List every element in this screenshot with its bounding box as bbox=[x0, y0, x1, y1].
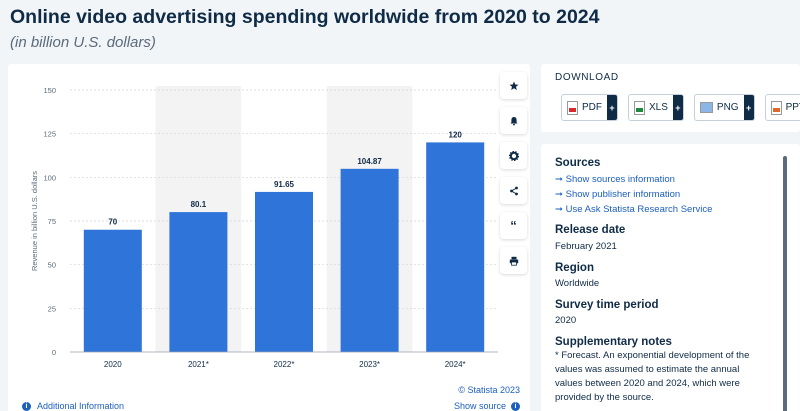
ask-statista-link[interactable]: ➞ Use Ask Statista Research Service bbox=[555, 204, 713, 215]
show-sources-link[interactable]: ➞ Show sources information bbox=[555, 174, 675, 185]
x-tick-label: 2020 bbox=[104, 360, 122, 369]
release-date-value: February 2021 bbox=[555, 241, 617, 252]
data-label: 70 bbox=[108, 218, 117, 227]
data-label: 80.1 bbox=[191, 200, 207, 209]
info-icon: i bbox=[22, 401, 31, 411]
x-tick-label: 2023* bbox=[359, 360, 380, 369]
y-tick-label: 0 bbox=[52, 348, 56, 357]
ask-statista-label[interactable]: Use Ask Statista Research Service bbox=[565, 204, 713, 215]
y-tick-label: 50 bbox=[48, 261, 56, 270]
quote-icon: “ bbox=[510, 217, 517, 233]
notes-heading: Supplementary notes bbox=[555, 336, 672, 348]
download-ppt-label: PPT bbox=[785, 102, 800, 113]
print-button[interactable] bbox=[500, 247, 527, 274]
chart-toolbar: “ bbox=[500, 72, 527, 282]
gear-icon bbox=[508, 150, 519, 161]
x-tick-label: 2022* bbox=[274, 360, 295, 369]
notes-text: * Forecast. An exponential development o… bbox=[555, 350, 750, 403]
y-tick-label: 150 bbox=[43, 86, 56, 95]
plus-icon: + bbox=[607, 95, 617, 120]
y-tick-label: 125 bbox=[43, 130, 56, 139]
x-tick-label: 2024* bbox=[445, 360, 466, 369]
show-source-link[interactable]: Show source i bbox=[454, 401, 520, 411]
cite-button[interactable]: “ bbox=[500, 212, 527, 239]
bar bbox=[426, 142, 485, 352]
download-pdf-label: PDF bbox=[582, 102, 602, 113]
bell-icon bbox=[510, 116, 517, 125]
notification-button[interactable] bbox=[500, 107, 527, 134]
download-png-label: PNG bbox=[716, 102, 739, 113]
show-source-label[interactable]: Show source bbox=[453, 401, 506, 411]
download-xls-button[interactable]: XLS + bbox=[628, 94, 684, 121]
additional-information-link[interactable]: i Additional Information bbox=[22, 401, 124, 411]
pdf-file-icon bbox=[567, 100, 578, 115]
data-label: 104.87 bbox=[357, 157, 382, 166]
download-png-button[interactable]: PNG + bbox=[693, 94, 755, 121]
download-xls-label: XLS bbox=[649, 102, 668, 113]
bar bbox=[169, 212, 228, 352]
xls-file-icon bbox=[634, 100, 645, 115]
bar bbox=[83, 229, 142, 352]
settings-button[interactable] bbox=[500, 142, 527, 169]
survey-period-heading: Survey time period bbox=[555, 299, 659, 311]
download-pdf-button[interactable]: PDF + bbox=[561, 94, 618, 121]
plus-icon: + bbox=[672, 95, 683, 120]
png-file-icon bbox=[699, 102, 713, 113]
print-icon bbox=[509, 256, 518, 266]
y-axis-label: Revenue in billion U.S. dollars bbox=[30, 171, 39, 271]
sources-heading: Sources bbox=[555, 157, 601, 169]
info-icon: i bbox=[511, 401, 520, 411]
y-tick-label: 25 bbox=[48, 304, 56, 313]
download-buttons: PDF + XLS + PNG + PPT + bbox=[561, 94, 800, 121]
additional-information-label[interactable]: Additional Information bbox=[37, 401, 125, 411]
plus-icon: + bbox=[743, 95, 754, 120]
ppt-file-icon bbox=[770, 100, 782, 115]
chart-card: 0 25 50 75 100 125 150 Revenue in billion U.S. … bbox=[8, 64, 530, 411]
survey-period-value: 2020 bbox=[555, 315, 577, 326]
star-icon bbox=[509, 81, 518, 90]
download-panel: DOWNLOAD PDF + XLS + PNG + PPT + bbox=[541, 64, 800, 132]
data-label: 91.65 bbox=[274, 180, 295, 189]
region-value: Worldwide bbox=[555, 278, 600, 289]
data-label: 120 bbox=[449, 130, 463, 139]
page-subtitle: (in billion U.S. dollars) bbox=[10, 34, 156, 51]
page-title: Online video advertising spending worldw… bbox=[10, 6, 600, 28]
bar bbox=[255, 191, 313, 352]
region-heading: Region bbox=[555, 262, 594, 274]
y-tick-label: 75 bbox=[48, 217, 56, 226]
info-panel: Sources ➞ Show sources information ➞ Sho… bbox=[541, 144, 800, 411]
x-tick-label: 2021* bbox=[188, 360, 209, 369]
info-scrollbar[interactable] bbox=[783, 156, 787, 411]
y-tick-label: 100 bbox=[43, 173, 56, 182]
download-title: DOWNLOAD bbox=[555, 72, 619, 83]
share-icon bbox=[509, 186, 518, 195]
share-button[interactable] bbox=[500, 177, 527, 204]
bar-chart: 0 25 50 75 100 125 150 Revenue in billion U.S. … bbox=[30, 86, 498, 369]
show-sources-label[interactable]: Show sources information bbox=[565, 174, 675, 185]
show-publisher-label[interactable]: Show publisher information bbox=[565, 189, 681, 200]
bar bbox=[340, 168, 399, 352]
release-date-heading: Release date bbox=[555, 224, 626, 236]
copyright-link[interactable]: © Statista 2023 bbox=[458, 385, 520, 395]
show-publisher-link[interactable]: ➞ Show publisher information bbox=[555, 189, 681, 200]
download-ppt-button[interactable]: PPT + bbox=[764, 94, 800, 121]
favorite-button[interactable] bbox=[500, 72, 527, 99]
